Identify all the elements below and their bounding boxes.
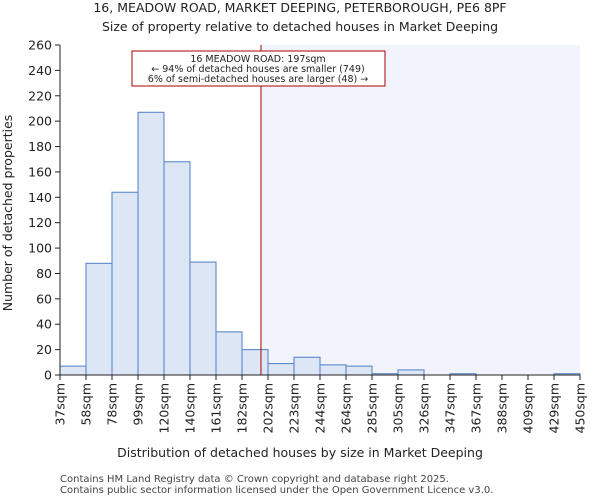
- x-tick-label: 161sqm: [209, 383, 224, 433]
- highlight-region: [260, 45, 580, 375]
- x-tick-label: 450sqm: [573, 383, 588, 433]
- bar-99sqm: [137, 111, 165, 376]
- bar-202sqm: [267, 363, 295, 376]
- bar-305sqm: [397, 369, 425, 376]
- annotation-line-2: ← 94% of detached houses are smaller (74…: [151, 64, 364, 75]
- bar-244sqm: [319, 364, 347, 376]
- annotation-box: 16 MEADOW ROAD: 197sqm ← 94% of detached…: [131, 50, 386, 87]
- y-tick-label: 240: [28, 63, 52, 78]
- x-tick-label: 305sqm: [391, 383, 406, 433]
- x-tick-label: 182sqm: [235, 383, 250, 433]
- x-axis-label: Distribution of detached houses by size …: [117, 445, 483, 460]
- y-tick-label: 140: [28, 190, 52, 205]
- x-tick-label: 429sqm: [547, 383, 562, 433]
- chart-subtitle: Size of property relative to detached ho…: [102, 19, 498, 34]
- y-tick-label: 260: [28, 38, 52, 53]
- y-axis-label: Number of detached properties: [0, 115, 15, 312]
- x-tick-label: 140sqm: [183, 383, 198, 433]
- footer-line-1: Contains HM Land Registry data © Crown c…: [60, 474, 449, 485]
- bar-58sqm: [85, 262, 113, 376]
- y-tick-label: 40: [36, 317, 52, 332]
- bar-264sqm: [345, 365, 373, 376]
- bar-78sqm: [111, 191, 139, 376]
- x-tick-label: 99sqm: [131, 383, 146, 426]
- annotation-line-3: 6% of semi-detached houses are larger (4…: [148, 74, 368, 85]
- bar-182sqm: [241, 349, 269, 376]
- y-tick-label: 100: [28, 241, 52, 256]
- bar-161sqm: [215, 331, 243, 376]
- x-tick-label: 367sqm: [469, 383, 484, 433]
- x-tick-label: 285sqm: [365, 383, 380, 433]
- y-tick-label: 0: [44, 368, 52, 383]
- y-tick-group: 0 20 40 60 80 100 120 140 160 180 200 220 240 260: [28, 38, 60, 383]
- bar-120sqm: [163, 161, 191, 376]
- y-tick-label: 200: [28, 114, 52, 129]
- x-tick-label: 244sqm: [313, 383, 328, 433]
- x-tick-group: 37sqm 58sqm 78sqm 99sqm 120sqm 140sqm 161sqm 18…: [53, 375, 588, 433]
- bar-140sqm: [189, 261, 217, 376]
- bar-group: [59, 111, 581, 376]
- y-tick-label: 120: [28, 215, 52, 230]
- bar-223sqm: [293, 356, 321, 376]
- x-tick-label: 264sqm: [339, 383, 354, 433]
- x-tick-label: 388sqm: [495, 383, 510, 433]
- footer-line-2: Contains public sector information licen…: [60, 485, 494, 496]
- x-tick-label: 120sqm: [157, 383, 172, 433]
- x-tick-label: 409sqm: [521, 383, 536, 433]
- y-tick-label: 60: [36, 291, 52, 306]
- x-tick-label: 78sqm: [105, 383, 120, 426]
- x-tick-label: 202sqm: [261, 383, 276, 433]
- y-tick-label: 20: [36, 342, 52, 357]
- x-tick-label: 347sqm: [443, 383, 458, 433]
- x-tick-label: 58sqm: [79, 383, 94, 426]
- chart-title: 16, MEADOW ROAD, MARKET DEEPING, PETERBO…: [93, 0, 506, 15]
- x-tick-label: 326sqm: [417, 383, 432, 433]
- y-tick-label: 80: [36, 266, 52, 281]
- x-tick-label: 37sqm: [53, 383, 68, 426]
- y-tick-label: 180: [28, 139, 52, 154]
- bar-37sqm: [59, 365, 87, 376]
- y-tick-label: 160: [28, 164, 52, 179]
- annotation-frame: [131, 50, 386, 87]
- y-tick-label: 220: [28, 88, 52, 103]
- annotation-line-1: 16 MEADOW ROAD: 197sqm: [190, 54, 325, 65]
- x-tick-label: 223sqm: [287, 383, 302, 433]
